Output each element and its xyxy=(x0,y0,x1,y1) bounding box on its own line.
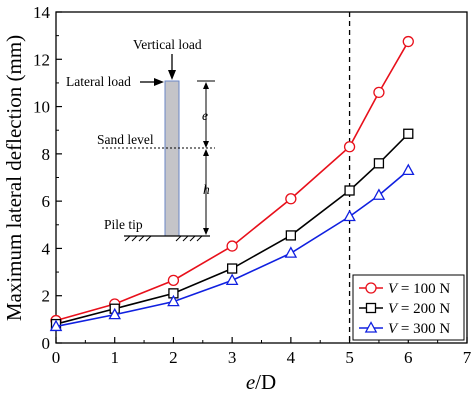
legend-item: V = 200 N xyxy=(359,301,450,317)
ground-hatching xyxy=(124,235,203,242)
legend-swatch-marker xyxy=(364,321,378,333)
inset-sand-level-label: Sand level xyxy=(97,132,154,147)
legend-items: V = 100 NV = 200 NV = 300 N xyxy=(359,281,450,337)
data-point xyxy=(401,163,415,176)
y-tick-label: 10 xyxy=(33,98,50,117)
y-axis-title: Maximum lateral deflection (mm) xyxy=(2,35,26,321)
pile xyxy=(164,80,180,237)
series-line xyxy=(55,41,409,322)
x-axis-title: e/D xyxy=(246,370,276,394)
legend-label-rest: = 200 N xyxy=(397,301,450,317)
data-point xyxy=(226,240,238,252)
data-point xyxy=(373,158,385,169)
x-axis-title-var: e xyxy=(246,370,255,394)
data-point xyxy=(372,188,386,200)
h-bottom-arrowhead xyxy=(203,228,209,235)
legend-label: V = 100 N xyxy=(388,281,450,297)
data-point xyxy=(343,141,356,153)
inset-e-label: e xyxy=(202,108,208,123)
x-tick-label: 7 xyxy=(463,348,472,367)
x-tick-label: 4 xyxy=(287,348,296,367)
e-top-arrowhead xyxy=(203,82,209,89)
legend-item: V = 100 N xyxy=(359,281,450,297)
h-top-arrowhead xyxy=(203,149,209,156)
legend-swatch-marker xyxy=(365,302,377,314)
data-point xyxy=(167,294,180,307)
x-tick-label: 5 xyxy=(345,348,354,367)
vertical-load-arrowhead xyxy=(168,70,176,80)
legend-label-var: V xyxy=(388,301,399,317)
inset-schematic: Vertical load Lateral load e Sand level … xyxy=(66,37,215,242)
inset-pile-tip-label: Pile tip xyxy=(104,217,143,232)
data-point xyxy=(226,263,238,274)
legend-label: V = 200 N xyxy=(388,301,450,317)
legend-label-var: V xyxy=(388,321,399,337)
data-point xyxy=(373,86,385,99)
legend-label-rest: = 300 N xyxy=(397,321,450,337)
data-point xyxy=(285,230,297,241)
x-tick-label: 0 xyxy=(52,348,61,367)
x-tick-label: 6 xyxy=(404,348,413,367)
e-bottom-arrowhead xyxy=(203,141,209,148)
y-axis-ticks: 0 2 4 6 8 10 12 14 xyxy=(33,3,62,353)
data-point xyxy=(108,307,122,320)
legend: V = 100 NV = 200 NV = 300 N xyxy=(352,274,465,341)
inset-h-label: h xyxy=(203,182,210,197)
data-point xyxy=(403,128,414,139)
legend-label-var: V xyxy=(388,281,399,297)
legend-item: V = 300 N xyxy=(359,321,450,337)
data-point xyxy=(285,193,297,205)
inset-lateral-load-label: Lateral load xyxy=(66,74,131,89)
y-tick-label: 14 xyxy=(33,3,51,22)
x-axis-ticks: 0 1 2 3 4 5 6 7 xyxy=(52,337,472,367)
x-axis-title-rest: /D xyxy=(255,370,276,394)
y-tick-label: 2 xyxy=(42,287,51,306)
inset-vertical-load-label: Vertical load xyxy=(133,37,202,52)
data-point xyxy=(49,319,63,332)
y-tick-label: 4 xyxy=(42,239,51,258)
lateral-load-arrowhead xyxy=(154,78,164,86)
y-tick-label: 6 xyxy=(42,192,51,211)
data-point xyxy=(167,274,180,286)
y-tick-label: 0 xyxy=(42,334,51,353)
data-point xyxy=(344,185,355,196)
x-tick-label: 1 xyxy=(110,348,119,367)
series-2 xyxy=(49,163,415,332)
legend-swatch-marker xyxy=(365,282,377,294)
legend-label-rest: = 100 N xyxy=(397,281,450,297)
data-point xyxy=(402,35,414,48)
legend-label: V = 300 N xyxy=(388,321,450,337)
x-tick-label: 2 xyxy=(169,348,178,367)
series-layer xyxy=(49,35,415,332)
data-point xyxy=(343,209,356,222)
data-point xyxy=(284,246,298,258)
data-point xyxy=(225,273,239,285)
x-tick-label: 3 xyxy=(228,348,237,367)
y-tick-label: 12 xyxy=(33,50,50,69)
y-tick-label: 8 xyxy=(42,145,51,164)
